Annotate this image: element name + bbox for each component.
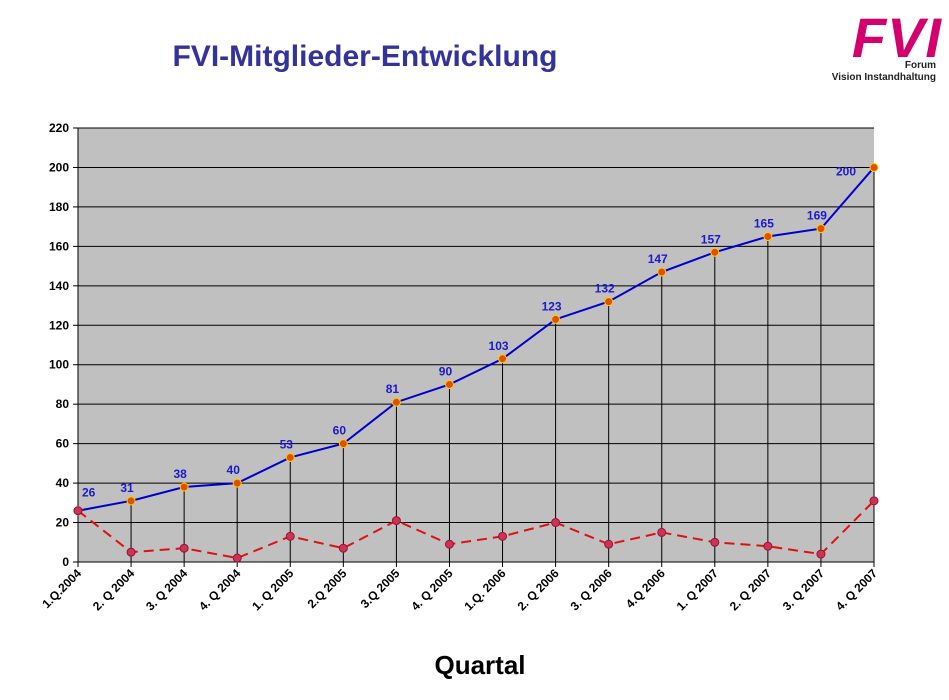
x-tick-label: 3. Q 2004 [143, 566, 190, 613]
series-line [77, 166, 875, 512]
data-point [763, 541, 773, 551]
y-tick-label: 40 [56, 476, 70, 490]
data-point [285, 452, 295, 462]
data-point [710, 537, 720, 547]
x-tick-label: 3. Q 2007 [780, 566, 827, 613]
data-point [551, 314, 561, 324]
data-point [498, 531, 508, 541]
data-label: 40 [227, 463, 241, 477]
data-point [232, 553, 242, 563]
data-label: 60 [333, 424, 347, 438]
x-tick-label: 1.Q.2004 [39, 566, 84, 611]
data-point [710, 247, 720, 257]
x-tick-label: 4. Q 2004 [196, 566, 243, 613]
x-tick-label: 1. Q 2005 [249, 566, 296, 613]
x-tick-label: 1.Q. 2006 [461, 566, 508, 613]
y-tick-label: 200 [49, 160, 69, 174]
x-tick-label: 2. Q 2006 [515, 566, 562, 613]
chart-title: FVI-Mitglieder-Entwicklung [172, 40, 558, 73]
x-tick-label: 3.Q 2005 [358, 566, 403, 611]
data-point [285, 531, 295, 541]
y-tick-label: 100 [49, 358, 69, 372]
y-tick-label: 140 [49, 279, 69, 293]
y-tick-label: 180 [49, 200, 69, 214]
data-point [126, 547, 136, 557]
data-point [126, 496, 136, 506]
data-point [551, 518, 561, 528]
logo-mark: FVI [851, 6, 942, 69]
data-label: 132 [595, 282, 615, 296]
data-point [338, 543, 348, 553]
y-tick-label: 20 [56, 516, 70, 530]
data-label: 26 [82, 486, 96, 500]
data-label: 38 [173, 467, 187, 481]
y-tick-label: 220 [49, 121, 69, 135]
data-label: 90 [439, 364, 453, 378]
x-tick-label: 3. Q 2006 [568, 566, 615, 613]
y-tick-label: 80 [56, 397, 70, 411]
y-tick-label: 160 [49, 239, 69, 253]
data-point [869, 162, 879, 172]
data-label: 103 [489, 339, 509, 353]
plot-area [78, 128, 874, 562]
fvi-logo: FVI Forum Vision Instandhaltung [832, 10, 942, 85]
data-point [73, 506, 83, 516]
data-point [816, 224, 826, 234]
y-tick-label: 60 [56, 437, 70, 451]
x-axis-label: Quartal [434, 650, 526, 680]
x-tick-label: 2. Q 2004 [90, 566, 137, 613]
series-line [77, 500, 875, 560]
data-point [657, 527, 667, 537]
data-label: 81 [386, 382, 400, 396]
data-label: 147 [648, 252, 668, 266]
x-tick-label: 4. Q 2005 [408, 566, 455, 613]
y-tick-label: 0 [62, 555, 69, 569]
logo-line-2: Vision Instandhaltung [831, 72, 936, 83]
data-label: 123 [542, 299, 562, 313]
data-point [604, 297, 614, 307]
data-point [391, 516, 401, 526]
data-point [444, 539, 454, 549]
data-label: 169 [807, 209, 827, 223]
x-tick-label: 4.Q 2006 [623, 566, 668, 611]
x-tick-label: 1. Q 2007 [674, 566, 721, 613]
x-tick-label: 2.Q 2005 [305, 566, 350, 611]
data-point [816, 549, 826, 559]
data-point [657, 267, 667, 277]
data-label: 165 [754, 217, 774, 231]
data-point [444, 379, 454, 389]
data-point [232, 478, 242, 488]
data-point [391, 397, 401, 407]
data-point [498, 354, 508, 364]
data-label: 31 [120, 481, 134, 495]
data-point [604, 539, 614, 549]
data-label: 157 [701, 232, 721, 246]
data-point [869, 496, 879, 506]
data-label: 200 [836, 164, 856, 178]
data-point [179, 543, 189, 553]
data-point [179, 482, 189, 492]
logo-line-1: Forum [904, 60, 936, 71]
data-point [338, 439, 348, 449]
data-point [763, 232, 773, 241]
data-label: 53 [280, 437, 294, 451]
y-tick-label: 120 [49, 318, 69, 332]
x-tick-label: 4. Q 2007 [833, 566, 880, 613]
x-tick-label: 2. Q 2007 [727, 566, 774, 613]
